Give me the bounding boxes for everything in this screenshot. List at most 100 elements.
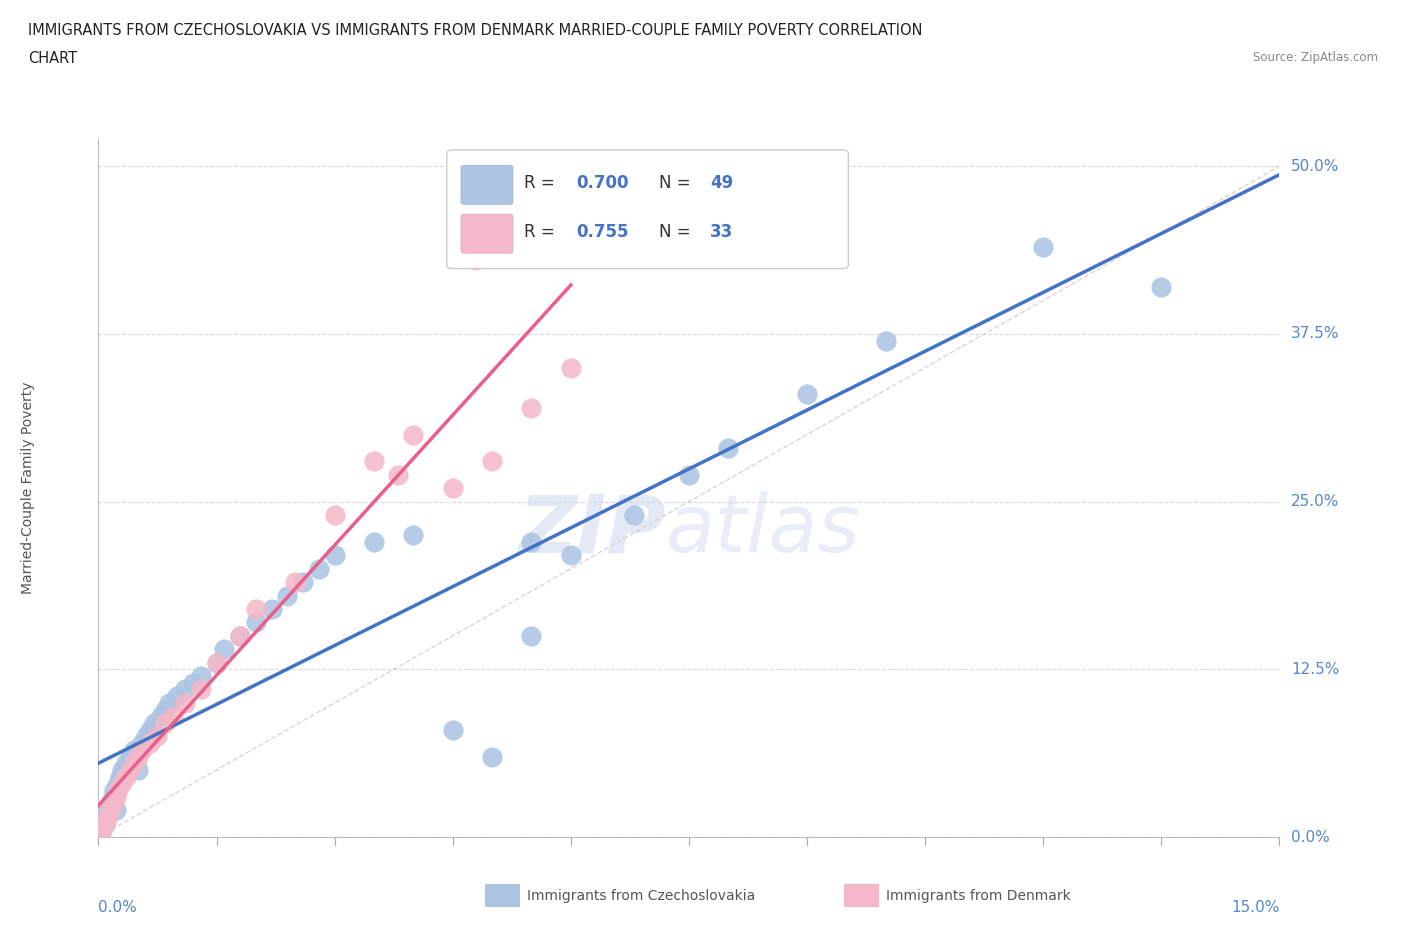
Point	[1150, 280, 1173, 295]
Text: Immigrants from Denmark: Immigrants from Denmark	[886, 888, 1070, 903]
Point	[157, 696, 180, 711]
Point	[875, 333, 897, 348]
Point	[496, 226, 519, 241]
Text: R =: R =	[523, 174, 560, 192]
Text: 37.5%: 37.5%	[1291, 326, 1340, 341]
Point	[560, 548, 582, 563]
Point	[91, 823, 114, 838]
Point	[323, 508, 346, 523]
Point	[481, 749, 503, 764]
Point	[122, 756, 145, 771]
Text: 0.700: 0.700	[576, 174, 630, 192]
Point	[387, 468, 409, 483]
Point	[308, 562, 330, 577]
Point	[717, 441, 740, 456]
Point	[174, 682, 197, 697]
Point	[127, 749, 149, 764]
Point	[181, 675, 204, 690]
Point	[98, 796, 121, 811]
Point	[142, 715, 165, 730]
FancyBboxPatch shape	[461, 214, 513, 253]
Point	[166, 689, 188, 704]
Text: 0.0%: 0.0%	[1291, 830, 1330, 844]
Point	[155, 715, 177, 730]
Text: 0.755: 0.755	[576, 222, 630, 241]
Point	[107, 776, 129, 790]
Point	[520, 629, 543, 644]
Point	[1032, 239, 1054, 254]
Point	[441, 481, 464, 496]
Text: 12.5%: 12.5%	[1291, 662, 1340, 677]
Point	[138, 723, 160, 737]
Point	[520, 400, 543, 415]
Point	[104, 803, 127, 817]
Point	[150, 709, 173, 724]
Point	[363, 454, 385, 469]
Text: R =: R =	[523, 222, 560, 241]
Text: N =: N =	[659, 174, 696, 192]
FancyBboxPatch shape	[447, 150, 848, 269]
Point	[101, 790, 124, 804]
Point	[796, 387, 818, 402]
Point	[138, 736, 160, 751]
Text: atlas: atlas	[665, 491, 860, 569]
Point	[174, 696, 197, 711]
Point	[229, 629, 252, 644]
Point	[104, 790, 127, 804]
Point	[441, 723, 464, 737]
Text: 0.0%: 0.0%	[98, 900, 138, 915]
Text: Immigrants from Czechoslovakia: Immigrants from Czechoslovakia	[527, 888, 755, 903]
Point	[245, 615, 267, 630]
Point	[101, 796, 124, 811]
Point	[135, 729, 157, 744]
Point	[205, 655, 228, 670]
Text: ZIP: ZIP	[517, 491, 665, 569]
Point	[162, 709, 184, 724]
Point	[481, 454, 503, 469]
Point	[623, 508, 645, 523]
Point	[260, 602, 283, 617]
Point	[93, 817, 115, 831]
Point	[131, 742, 153, 757]
Point	[190, 669, 212, 684]
Point	[465, 253, 488, 268]
Point	[402, 427, 425, 442]
Point	[93, 817, 115, 831]
Text: 25.0%: 25.0%	[1291, 494, 1340, 509]
Point	[323, 548, 346, 563]
Point	[363, 535, 385, 550]
Point	[284, 575, 307, 590]
Point	[110, 769, 132, 784]
Point	[229, 629, 252, 644]
Point	[118, 749, 141, 764]
Point	[118, 763, 141, 777]
Point	[131, 736, 153, 751]
Text: Source: ZipAtlas.com: Source: ZipAtlas.com	[1253, 51, 1378, 64]
Point	[402, 527, 425, 542]
FancyBboxPatch shape	[461, 166, 513, 205]
Point	[155, 702, 177, 717]
Text: 15.0%: 15.0%	[1232, 900, 1279, 915]
Text: IMMIGRANTS FROM CZECHOSLOVAKIA VS IMMIGRANTS FROM DENMARK MARRIED-COUPLE FAMILY : IMMIGRANTS FROM CZECHOSLOVAKIA VS IMMIGR…	[28, 23, 922, 38]
Point	[97, 809, 120, 824]
Point	[205, 655, 228, 670]
Point	[103, 783, 125, 798]
Point	[111, 763, 134, 777]
Point	[292, 575, 315, 590]
Point	[98, 803, 121, 817]
Point	[214, 642, 236, 657]
Text: 49: 49	[710, 174, 734, 192]
Point	[96, 809, 118, 824]
Point	[678, 468, 700, 483]
Point	[97, 803, 120, 817]
Point	[520, 535, 543, 550]
Text: CHART: CHART	[28, 51, 77, 66]
Text: N =: N =	[659, 222, 696, 241]
Text: 33: 33	[710, 222, 734, 241]
Point	[122, 742, 145, 757]
Point	[107, 783, 129, 798]
Text: 50.0%: 50.0%	[1291, 159, 1340, 174]
Point	[91, 823, 114, 838]
Point	[115, 756, 138, 771]
Point	[190, 682, 212, 697]
